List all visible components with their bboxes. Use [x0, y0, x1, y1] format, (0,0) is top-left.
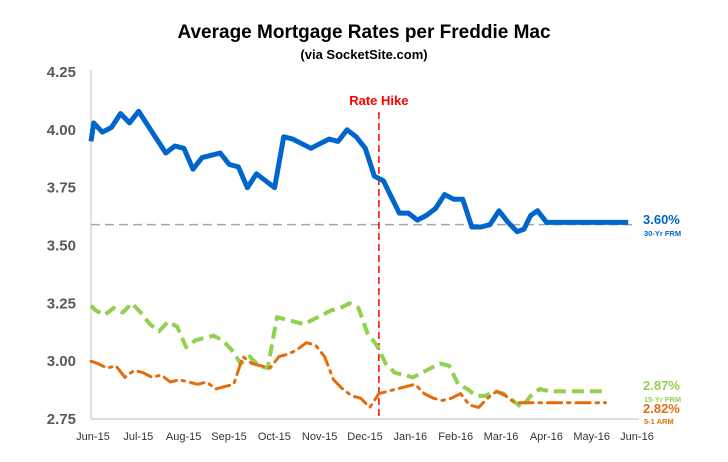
y-tick-label: 3.75	[47, 180, 76, 197]
chart-subtitle: (via SocketSite.com)	[300, 47, 427, 62]
y-tick-label: 4.25	[47, 64, 76, 81]
y-tick-label: 3.25	[47, 295, 76, 312]
reference-lines: Rate Hike	[91, 93, 635, 419]
x-tick-label: Sep-15	[211, 431, 246, 443]
series-line-1	[89, 301, 604, 410]
series-name-0: 30-Yr FRM	[644, 229, 681, 238]
x-tick-label: Feb-16	[438, 431, 473, 443]
y-tick-label: 2.75	[47, 411, 76, 428]
x-tick-label: Apr-16	[530, 431, 563, 443]
series-lines	[88, 108, 629, 410]
x-tick-label: Jan-16	[394, 431, 428, 443]
x-tick-label: Jun-15	[76, 431, 110, 443]
y-tick-label: 3.50	[47, 238, 76, 255]
x-tick-label: Dec-15	[347, 431, 382, 443]
axes: 2.75 3.00 3.25 3.50 3.75 4.00 4.25 Jun-15 Jul-15…	[47, 64, 654, 443]
x-tick-label: Aug-15	[166, 431, 201, 443]
x-tick-label: Nov-15	[302, 431, 337, 443]
series-name-2: 5-1 ARM	[644, 417, 674, 426]
series-name-1: 15-Yr FRM	[644, 395, 681, 404]
event-line-label: Rate Hike	[349, 93, 408, 108]
y-tick-label: 3.00	[47, 353, 76, 370]
x-tick-label: Jul-15	[123, 431, 153, 443]
series-end-value-2: 2.82%	[643, 401, 680, 416]
x-tick-label: Mar-16	[484, 431, 519, 443]
series-line-0	[88, 108, 629, 235]
x-tick-label: Jun-16	[620, 431, 654, 443]
y-tick-label: 4.00	[47, 122, 76, 139]
chart-title: Average Mortgage Rates per Freddie Mac	[177, 22, 551, 43]
series-line-2	[89, 341, 607, 409]
series-end-value-1: 2.87%	[643, 378, 680, 393]
x-tick-label: May-16	[573, 431, 610, 443]
series-end-value-0: 3.60%	[643, 212, 680, 227]
x-tick-label: Oct-15	[258, 431, 291, 443]
